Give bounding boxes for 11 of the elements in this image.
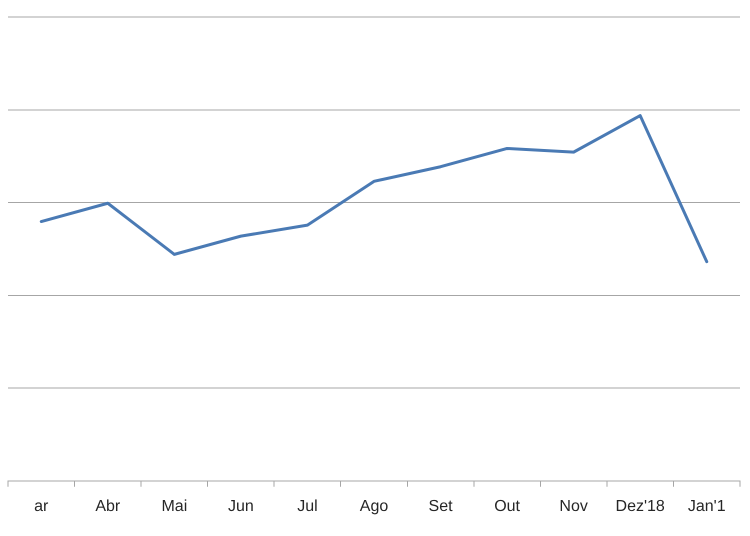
x-tick-label: Nov — [559, 498, 588, 515]
x-tick-label: Jan'1 — [688, 498, 726, 515]
x-tick-label: Abr — [95, 498, 121, 515]
x-tick-label: Dez'18 — [616, 498, 665, 515]
x-tick-label: Mai — [161, 498, 188, 515]
x-tick-label: Set — [428, 498, 454, 515]
x-tick-label: Jun — [228, 498, 254, 515]
x-tick-label: Jul — [297, 498, 318, 515]
x-tick-label: Ago — [360, 498, 388, 515]
x-tick-label: ar — [34, 498, 50, 515]
x-tick-label: Out — [494, 498, 521, 515]
